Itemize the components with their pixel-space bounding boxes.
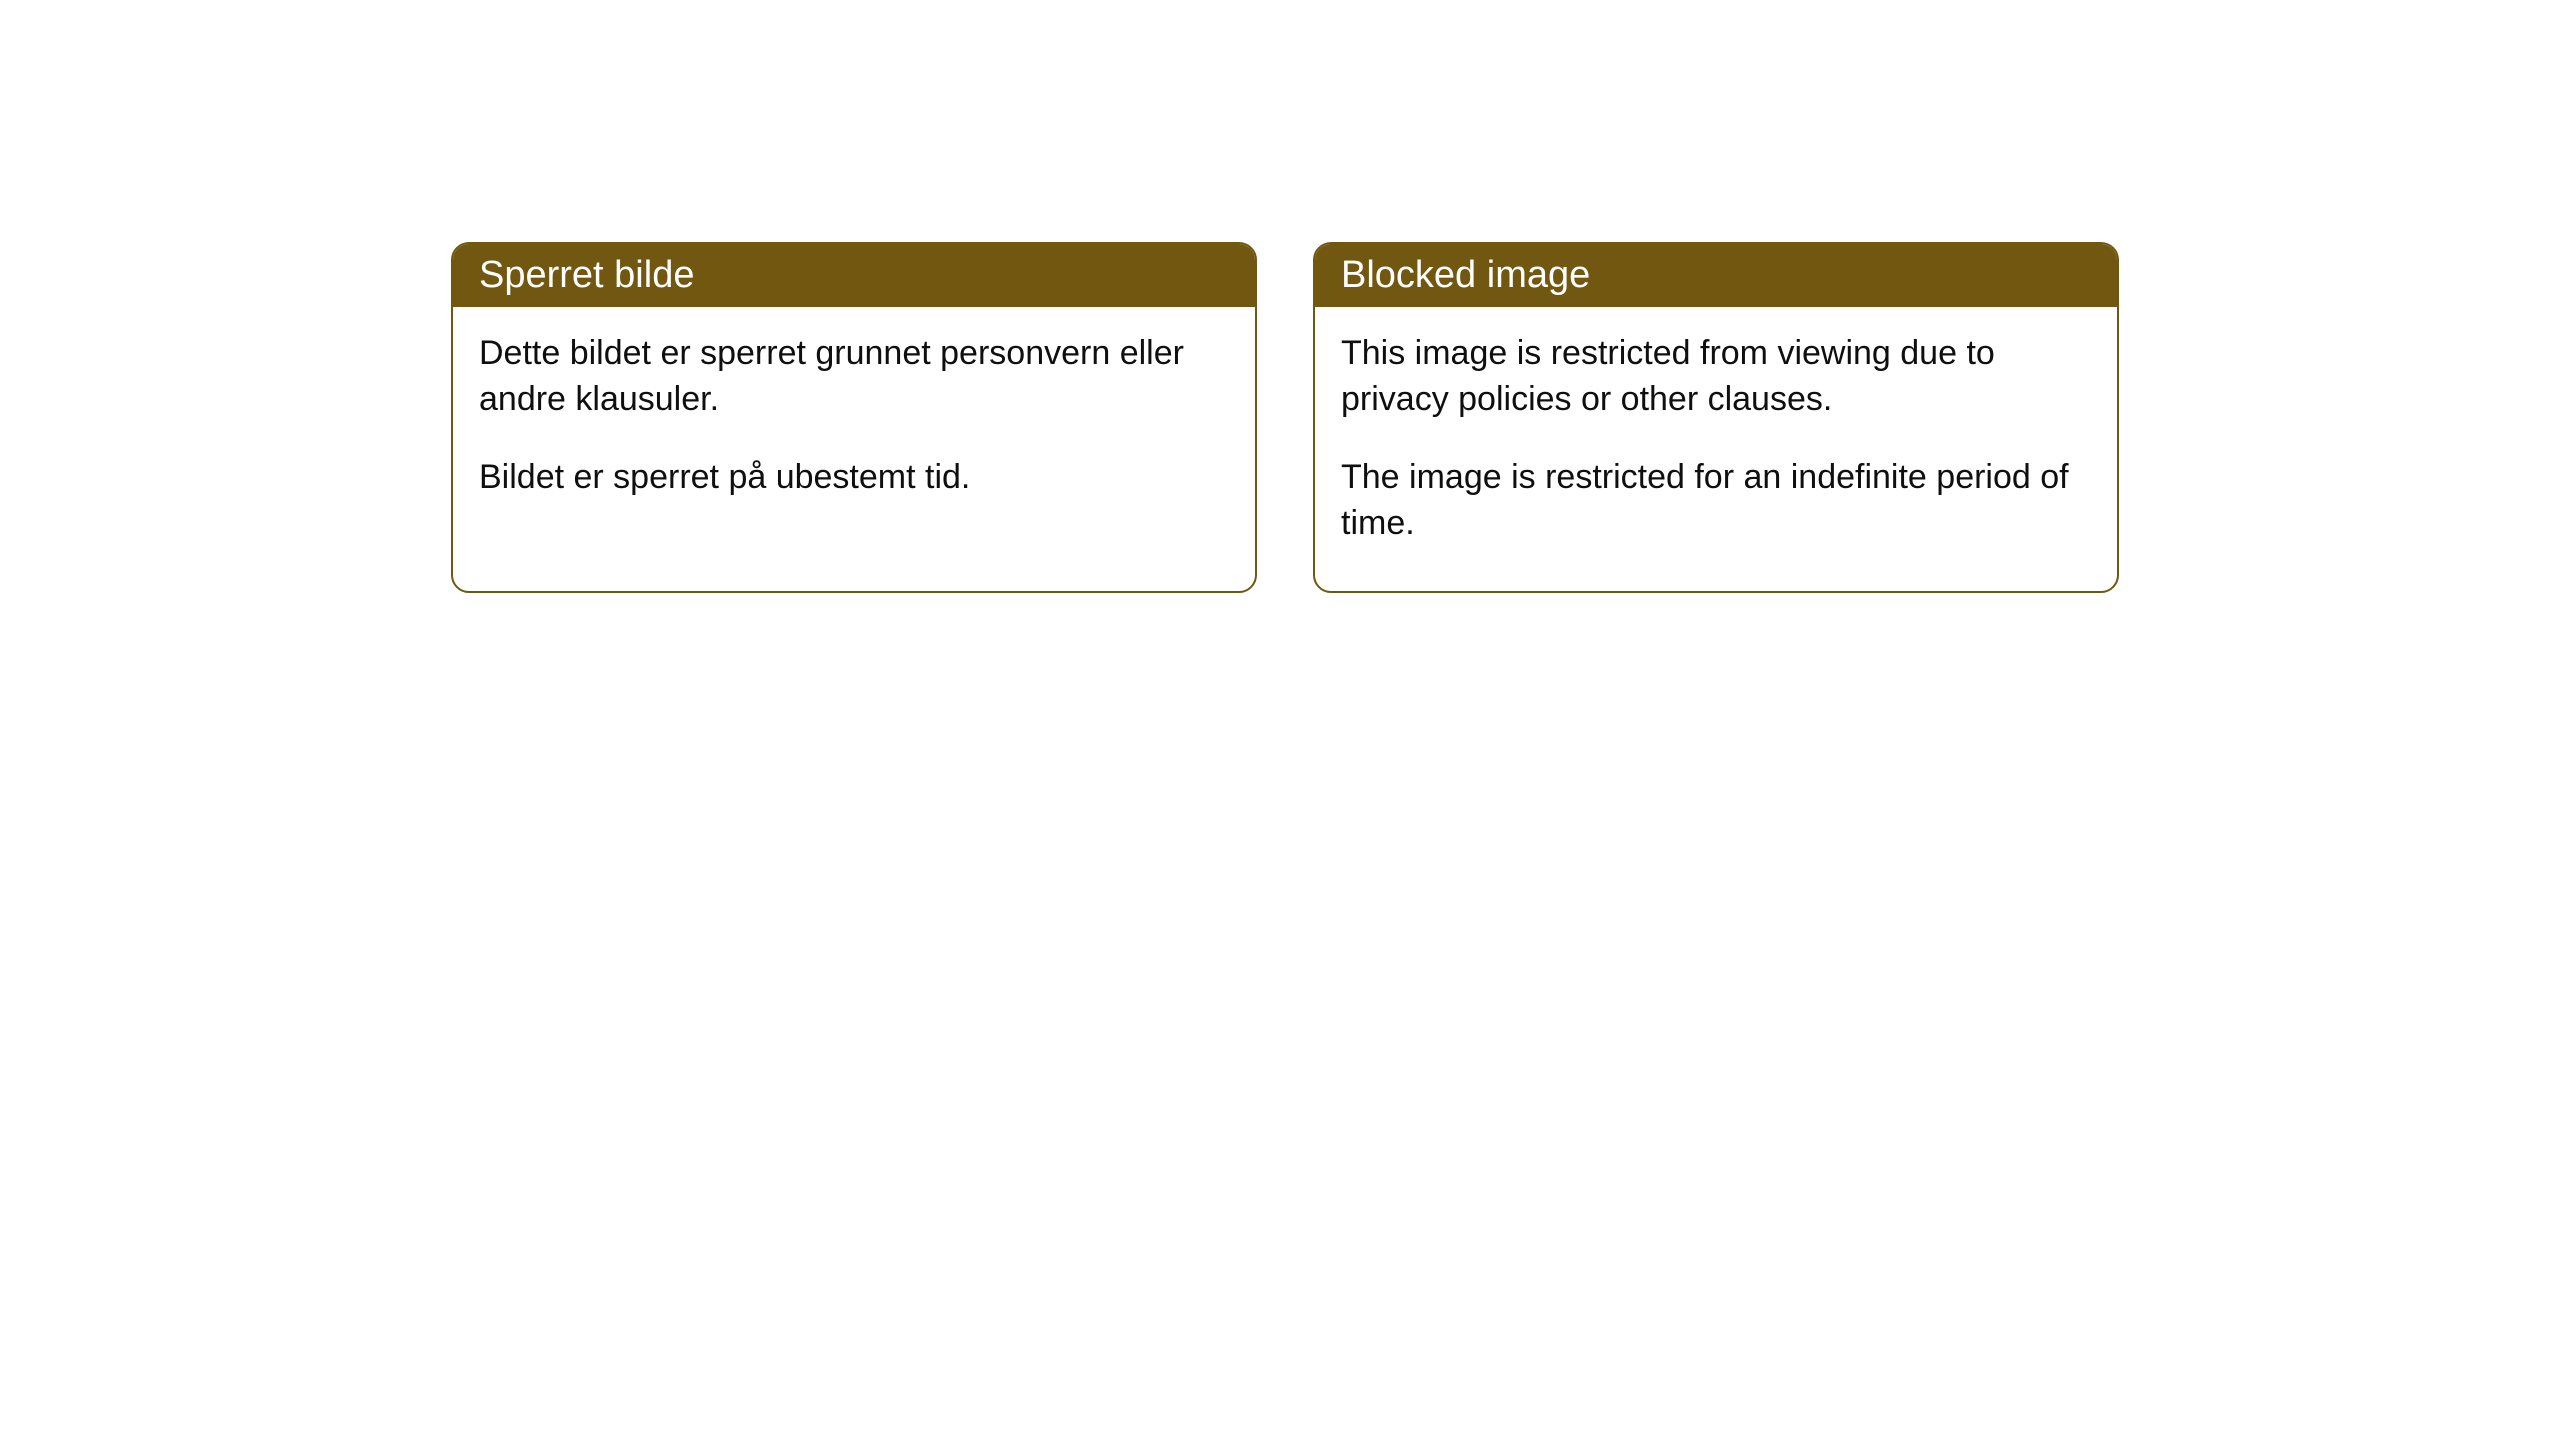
card-body-no: Dette bildet er sperret grunnet personve…: [453, 307, 1255, 545]
card-paragraph-1-no: Dette bildet er sperret grunnet personve…: [479, 331, 1229, 423]
card-title-en: Blocked image: [1315, 244, 2117, 307]
blocked-image-card-en: Blocked image This image is restricted f…: [1313, 242, 2119, 593]
card-title-no: Sperret bilde: [453, 244, 1255, 307]
blocked-image-card-no: Sperret bilde Dette bildet er sperret gr…: [451, 242, 1257, 593]
card-body-en: This image is restricted from viewing du…: [1315, 307, 2117, 591]
card-paragraph-1-en: This image is restricted from viewing du…: [1341, 331, 2091, 423]
cards-container: Sperret bilde Dette bildet er sperret gr…: [0, 0, 2560, 593]
card-paragraph-2-no: Bildet er sperret på ubestemt tid.: [479, 455, 1229, 501]
card-paragraph-2-en: The image is restricted for an indefinit…: [1341, 455, 2091, 547]
